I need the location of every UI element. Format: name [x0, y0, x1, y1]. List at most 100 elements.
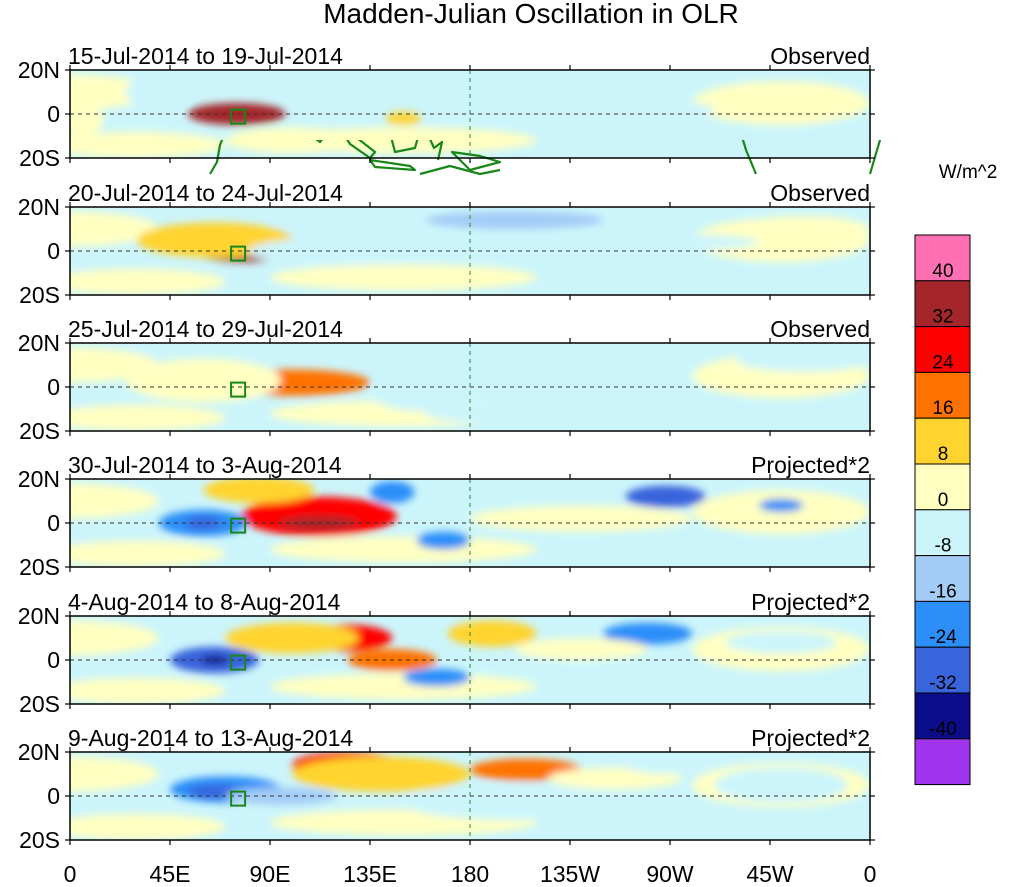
longitude-axis: 0 45E 90E 135E 180 135W 90W 45W 0 [64, 861, 877, 887]
panels: 20N 0 20S 15-Jul-2014 to 19-Jul-2014 Observe… [18, 43, 875, 853]
anomaly-blob [736, 349, 870, 372]
index-region-box [230, 108, 247, 125]
legend-tick-label: -16 [929, 581, 956, 602]
longitude-label: 90E [250, 861, 291, 887]
anomaly-blob [270, 264, 537, 291]
latitude-label: 20S [19, 554, 60, 580]
latitude-label: 0 [47, 101, 60, 127]
anomaly-blob [370, 481, 415, 504]
anomaly-blob [241, 496, 397, 537]
anomaly-blob [185, 516, 222, 530]
anomaly-blob [70, 756, 159, 792]
legend-tick-label: -24 [929, 627, 957, 648]
anomaly-blob [425, 211, 604, 229]
legend-tick-label: 24 [932, 352, 954, 373]
anomaly-field [70, 479, 870, 567]
panel-kind: Observed [770, 43, 870, 69]
index-region-box [230, 654, 247, 671]
anomaly-blob [425, 402, 604, 425]
latitude-label: 0 [47, 647, 60, 673]
anomaly-blob [125, 74, 193, 110]
anomaly-blob [403, 785, 626, 821]
legend-tick-label: 32 [932, 307, 953, 328]
anomaly-blob [469, 505, 693, 532]
index-region-box [230, 381, 247, 398]
latitude-label: 20S [19, 418, 60, 444]
latitude-label: 0 [47, 783, 60, 809]
legend-tick-label: 8 [938, 444, 949, 465]
anomaly-blob [70, 620, 159, 656]
longitude-label: 0 [864, 861, 877, 887]
anomaly-blob [125, 358, 282, 403]
panel-kind: Projected*2 [751, 452, 870, 478]
legend-tick-label: 16 [932, 398, 953, 419]
latitude-label: 20S [19, 691, 60, 717]
colorbar-legend: W/m^2 40 32 24 16 8 0 -8 -16 -24 -32 -40 [914, 162, 998, 786]
anomaly-blob [447, 620, 537, 647]
panel-kind: Projected*2 [751, 589, 870, 615]
latitude-label: 20S [19, 282, 60, 308]
anomaly-blob [547, 767, 682, 790]
anomaly-blob [447, 96, 715, 123]
longitude-label: 180 [451, 861, 489, 887]
anomaly-blob [270, 211, 404, 229]
anomaly-blob [70, 131, 226, 158]
longitude-label: 45E [150, 861, 191, 887]
longitude-label: 45W [746, 861, 794, 887]
legend-swatch [914, 280, 971, 328]
anomaly-blob [625, 756, 715, 774]
anomaly-blob [692, 490, 870, 534]
anomaly-blob [70, 677, 226, 704]
units-label: W/m^2 [939, 162, 998, 183]
longitude-label: 135W [540, 861, 600, 887]
anomaly-blob [203, 479, 315, 504]
anomaly-blob [725, 631, 837, 654]
map-panel: 20N 0 20S 4-Aug-2014 to 8-Aug-2014 Projected… [18, 589, 875, 717]
legend-swatch [914, 234, 971, 282]
anomaly-blob [469, 351, 693, 370]
legend-tick-label: -40 [929, 719, 956, 740]
legend-swatch [914, 371, 971, 419]
latitude-label: 0 [47, 374, 60, 400]
longitude-label: 135E [343, 861, 397, 887]
anomaly-blob [70, 211, 159, 247]
legend-tick-label: 40 [932, 261, 953, 282]
anomaly-blob [292, 756, 470, 792]
anomaly-blob [758, 498, 804, 512]
legend-tick-label: -8 [935, 536, 952, 557]
index-region-box [230, 790, 247, 807]
anomaly-blob [736, 215, 870, 243]
anomaly-blob [714, 85, 848, 108]
panel-kind: Observed [770, 180, 870, 206]
legend-tick-label: -32 [929, 673, 956, 694]
index-region-box [230, 517, 247, 534]
anomaly-blob [403, 668, 470, 687]
legend-swatch [914, 463, 971, 511]
legend-swatch [914, 555, 971, 602]
anomaly-blob [403, 76, 582, 95]
anomaly-blob [187, 103, 286, 125]
latitude-label: 20N [18, 466, 60, 492]
latitude-label: 20N [18, 603, 60, 629]
latitude-label: 20S [19, 145, 60, 171]
latitude-label: 0 [47, 238, 60, 264]
anomaly-blob [70, 404, 226, 431]
latitude-label: 20S [19, 827, 60, 853]
legend-swatch [914, 417, 971, 465]
panel-date-range: 25-Jul-2014 to 29-Jul-2014 [68, 316, 343, 342]
anomaly-field [70, 74, 870, 158]
anomaly-blob [70, 813, 226, 840]
figure-title: Madden-Julian Oscillation in OLR [323, 0, 739, 29]
anomaly-blob [714, 767, 848, 803]
legend-tick-label: 0 [938, 490, 949, 511]
latitude-label: 0 [47, 510, 60, 536]
anomaly-blob [536, 233, 759, 251]
panel-date-range: 4-Aug-2014 to 8-Aug-2014 [68, 589, 341, 615]
anomaly-blob [70, 268, 226, 295]
latitude-label: 20N [18, 194, 60, 220]
index-region-box [230, 245, 247, 262]
panel-date-range: 30-Jul-2014 to 3-Aug-2014 [68, 452, 342, 478]
panel-date-range: 9-Aug-2014 to 13-Aug-2014 [68, 725, 353, 751]
anomaly-blob [385, 111, 422, 125]
panel-date-range: 15-Jul-2014 to 19-Jul-2014 [68, 43, 343, 69]
